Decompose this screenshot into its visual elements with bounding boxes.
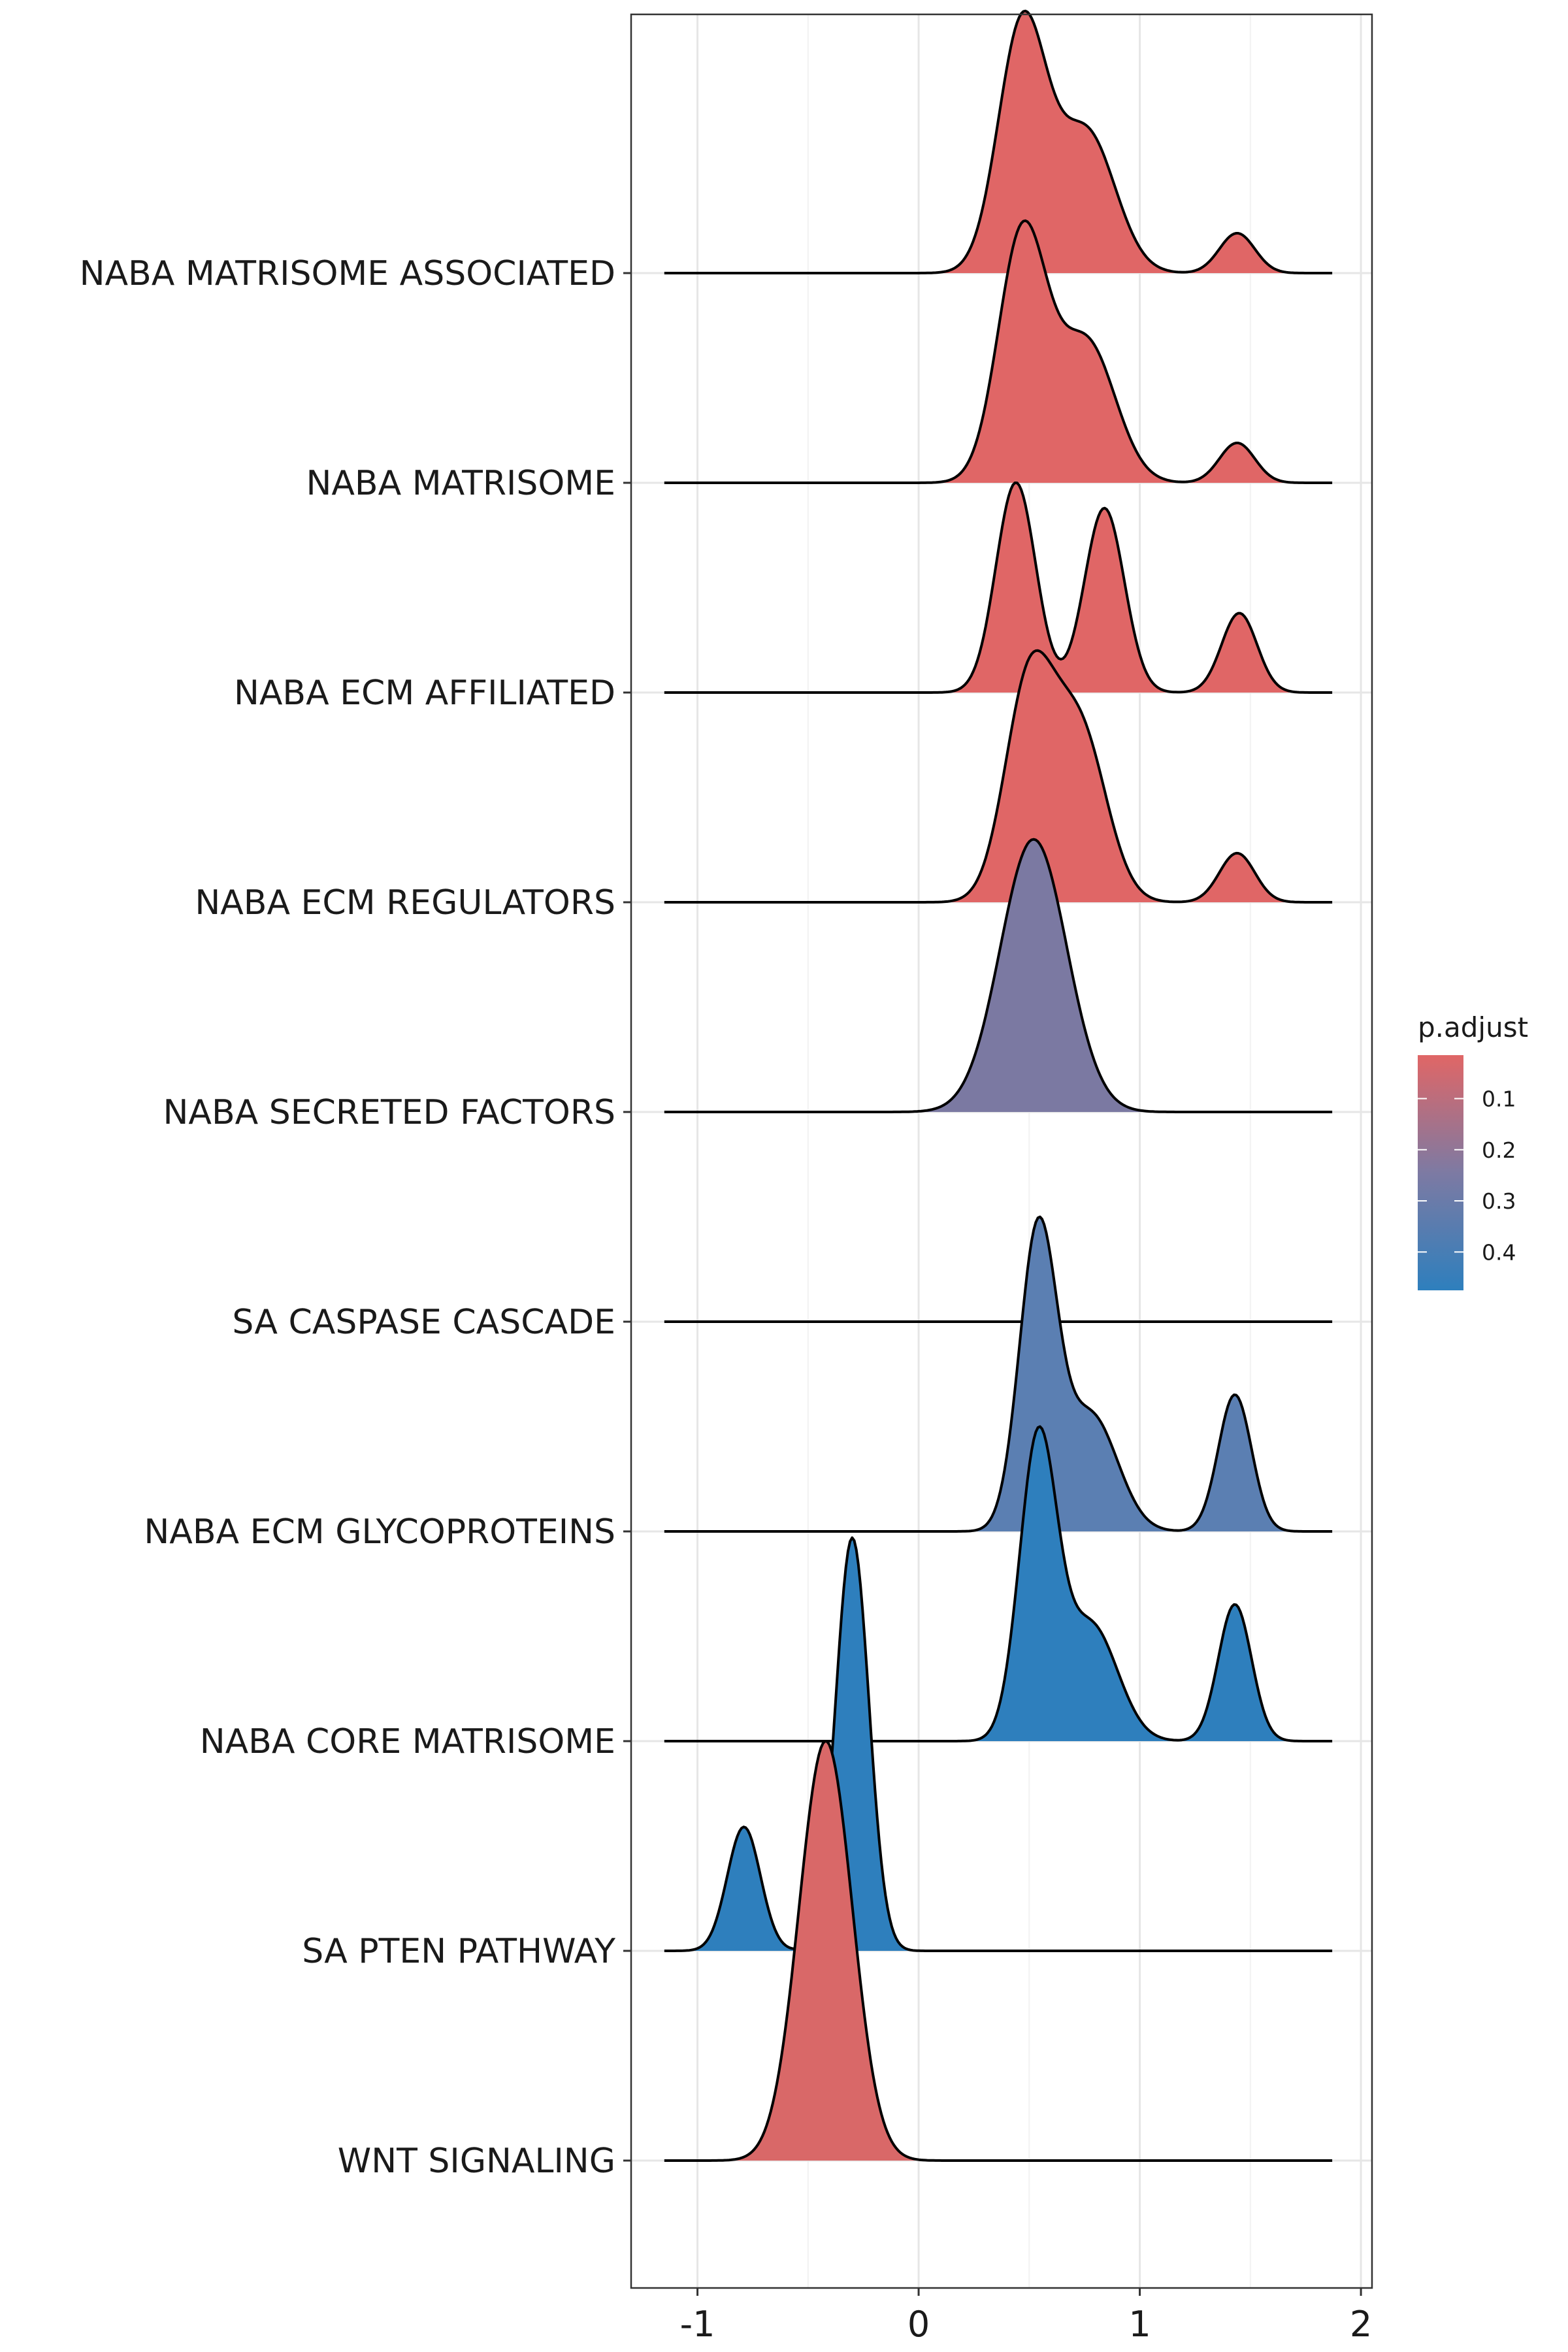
category-label: NABA ECM GLYCOPROTEINS xyxy=(144,1512,615,1552)
ridge-outline xyxy=(664,219,1333,484)
legend-title: p.adjust xyxy=(1418,1011,1528,1043)
legend-tick-label: 0.2 xyxy=(1482,1137,1516,1163)
legend-tick-label: 0.4 xyxy=(1482,1239,1516,1265)
x-tick-label: 2 xyxy=(1350,2304,1372,2345)
ridge-outline xyxy=(664,838,1333,1113)
ridge-outline xyxy=(664,649,1333,904)
x-tick-label: 1 xyxy=(1128,2304,1151,2345)
category-label: SA PTEN PATHWAY xyxy=(302,1932,615,1971)
ridge-outline xyxy=(664,482,1333,694)
ridge-fill xyxy=(664,1741,1333,2161)
legend-colorbar xyxy=(1418,1055,1463,1290)
category-label: SA CASPASE CASCADE xyxy=(232,1303,615,1342)
ridge-sa-pten-pathway xyxy=(664,1536,1333,1952)
category-label: NABA CORE MATRISOME xyxy=(200,1722,615,1761)
category-label: NABA ECM REGULATORS xyxy=(195,883,615,923)
ridge-fill xyxy=(664,839,1333,1112)
ridge-fill xyxy=(664,1217,1333,1531)
legend-tick-label: 0.3 xyxy=(1482,1188,1516,1214)
legend: p.adjust 0.1 0.2 0.3 0.4 xyxy=(1418,1011,1528,1290)
ridge-naba-ecm-regulators xyxy=(664,649,1333,904)
ridge-outline xyxy=(664,1536,1333,1952)
ridge-naba-secreted-factors xyxy=(664,838,1333,1113)
category-label: NABA SECRETED FACTORS xyxy=(163,1093,615,1132)
legend-tick-label: 0.1 xyxy=(1482,1086,1516,1112)
ridge-fill xyxy=(664,220,1333,483)
legend-ticks: 0.1 0.2 0.3 0.4 xyxy=(1418,1086,1516,1265)
ridge-naba-matrisome xyxy=(664,219,1333,484)
ridge-naba-matrisome-associated xyxy=(664,9,1333,274)
ridge-outline xyxy=(664,1425,1333,1742)
category-label: WNT SIGNALING xyxy=(338,2142,615,2181)
ridge-naba-ecm-glycoproteins xyxy=(664,1215,1333,1533)
ridges xyxy=(664,9,1333,2162)
category-label: NABA ECM AFFILIATED xyxy=(234,674,615,713)
ridge-naba-core-matrisome xyxy=(664,1425,1333,1742)
ridge-fill xyxy=(664,483,1333,693)
x-tick-label: -1 xyxy=(680,2304,715,2345)
ridge-wnt-signaling xyxy=(664,1740,1333,2162)
panel-border xyxy=(630,13,1373,2289)
ridge-outline xyxy=(664,1740,1333,2162)
ridge-outline xyxy=(664,9,1333,274)
ridge-naba-ecm-affiliated xyxy=(664,482,1333,694)
ridge-outline xyxy=(664,1215,1333,1533)
y-axis: NABA MATRISOME ASSOCIATED NABA MATRISOME N… xyxy=(80,254,631,2181)
category-label: NABA MATRISOME ASSOCIATED xyxy=(80,254,615,293)
category-label: NABA MATRISOME xyxy=(306,464,615,503)
ridge-fill xyxy=(664,650,1333,902)
x-tick-label: 0 xyxy=(907,2304,930,2345)
ridge-fill xyxy=(664,10,1333,274)
x-axis: -1 0 1 2 xyxy=(680,2288,1372,2345)
